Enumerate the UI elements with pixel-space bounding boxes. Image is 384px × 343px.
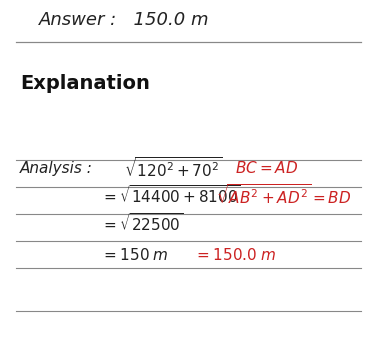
Text: $= \sqrt{14400 + 8100}$: $= \sqrt{14400 + 8100}$ <box>101 184 242 206</box>
Text: $\sqrt{120^2 + 70^2}$: $\sqrt{120^2 + 70^2}$ <box>124 156 222 180</box>
Text: Answer :   150.0 m: Answer : 150.0 m <box>38 11 209 28</box>
Text: $BC = AD$: $BC = AD$ <box>235 160 298 176</box>
Text: Analysis :: Analysis : <box>20 161 93 176</box>
Text: $\sqrt{AB^2 + AD^2} = BD$: $\sqrt{AB^2 + AD^2} = BD$ <box>217 184 352 207</box>
Text: $= 150.0 \; m$: $= 150.0 \; m$ <box>194 247 276 263</box>
Text: $= 150 \; m$: $= 150 \; m$ <box>101 247 169 263</box>
Text: $= \sqrt{22500}$: $= \sqrt{22500}$ <box>101 212 184 234</box>
Text: Explanation: Explanation <box>20 74 150 93</box>
